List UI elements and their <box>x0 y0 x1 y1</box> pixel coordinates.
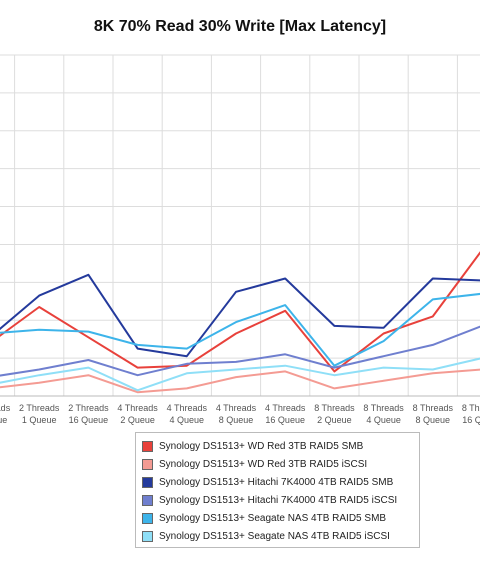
legend-swatch <box>142 494 153 506</box>
legend-swatch <box>142 440 153 452</box>
x-tick-label: 4 Threads 2 Queue <box>117 403 158 425</box>
x-tick-label: 2 Threads 1 Queue <box>19 403 60 425</box>
legend-label: Synology DS1513+ Hitachi 7K4000 4TB RAID… <box>159 494 398 506</box>
legend-label: Synology DS1513+ WD Red 3TB RAID5 SMB <box>159 440 364 452</box>
series-line-3 <box>0 273 480 358</box>
x-tick-label: 4 Threads 16 Queue <box>265 403 306 425</box>
series-line-5 <box>0 292 480 367</box>
legend: Synology DS1513+ WD Red 3TB RAID5 SMB Syn… <box>135 432 420 548</box>
legend-swatch <box>142 530 153 542</box>
series-line-2 <box>0 368 480 394</box>
legend-item: Synology DS1513+ Seagate NAS 4TB RAID5 i… <box>142 527 419 545</box>
x-tick-label: 4 Threads 4 Queue <box>167 403 208 425</box>
legend-swatch <box>142 458 153 470</box>
x-tick-label: 4 Threads 8 Queue <box>216 403 257 425</box>
x-tick-label: 8 Threads 8 Queue <box>413 403 454 425</box>
legend-item: Synology DS1513+ Seagate NAS 4TB RAID5 S… <box>142 509 419 527</box>
chart-title: 8K 70% Read 30% Write [Max Latency] <box>93 18 387 35</box>
series-line-6 <box>0 357 480 392</box>
series-line-4 <box>0 325 480 377</box>
legend-swatch <box>142 476 153 488</box>
legend-swatch <box>142 512 153 524</box>
legend-label: Synology DS1513+ Seagate NAS 4TB RAID5 i… <box>159 530 390 542</box>
legend-label: Synology DS1513+ Seagate NAS 4TB RAID5 S… <box>159 512 387 524</box>
series-layer <box>0 251 480 394</box>
grid-layer <box>0 54 480 397</box>
x-tick-label: 8 Threads 2 Queue <box>314 403 355 425</box>
legend-label: Synology DS1513+ Hitachi 7K4000 4TB RAID… <box>159 476 394 488</box>
x-tick-label: 8 Threads 4 Queue <box>363 403 404 425</box>
legend-item: Synology DS1513+ Hitachi 7K4000 4TB RAID… <box>142 473 419 491</box>
x-tick-label: 2 Threads 16 Queue <box>68 403 109 425</box>
legend-item: Synology DS1513+ WD Red 3TB RAID5 SMB <box>142 437 419 455</box>
legend-item: Synology DS1513+ WD Red 3TB RAID5 iSCSI <box>142 455 419 473</box>
series-line-1 <box>0 251 480 373</box>
legend-label: Synology DS1513+ WD Red 3TB RAID5 iSCSI <box>159 458 368 470</box>
legend-item: Synology DS1513+ Hitachi 7K4000 4TB RAID… <box>142 491 419 509</box>
